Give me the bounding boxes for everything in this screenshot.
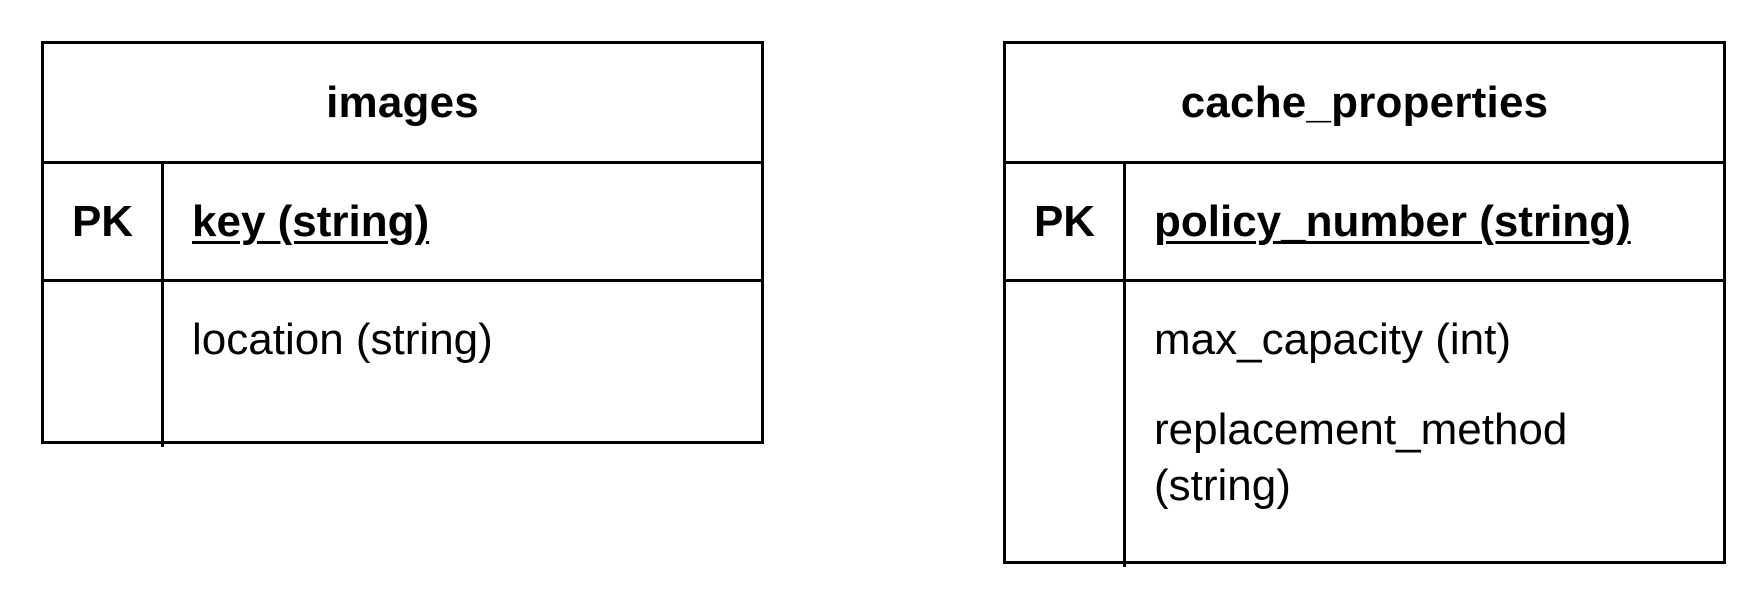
primary-key-field: policy_number (string) xyxy=(1154,196,1631,246)
pk-divider xyxy=(44,279,761,282)
pk-marker: PK xyxy=(71,196,134,246)
header-divider xyxy=(1006,161,1723,164)
entity-images-table: images PK key (string) location (string) xyxy=(41,41,764,447)
attribute-field: max_capacity (int) xyxy=(1154,315,1512,364)
pk-marker: PK xyxy=(1033,196,1096,246)
primary-key-field: key (string) xyxy=(192,196,430,246)
pk-divider xyxy=(1006,279,1723,282)
attribute-field: location (string) xyxy=(192,315,493,364)
header-divider xyxy=(44,161,761,164)
key-column-divider xyxy=(161,164,164,447)
entity-title: cache_properties xyxy=(1180,77,1549,127)
attribute-field: replacement_method (string) xyxy=(1154,405,1568,510)
entity-title: images xyxy=(326,77,479,127)
entity-cache-properties-table: cache_properties PK policy_number (strin… xyxy=(1003,41,1726,567)
key-column-divider xyxy=(1123,164,1126,567)
